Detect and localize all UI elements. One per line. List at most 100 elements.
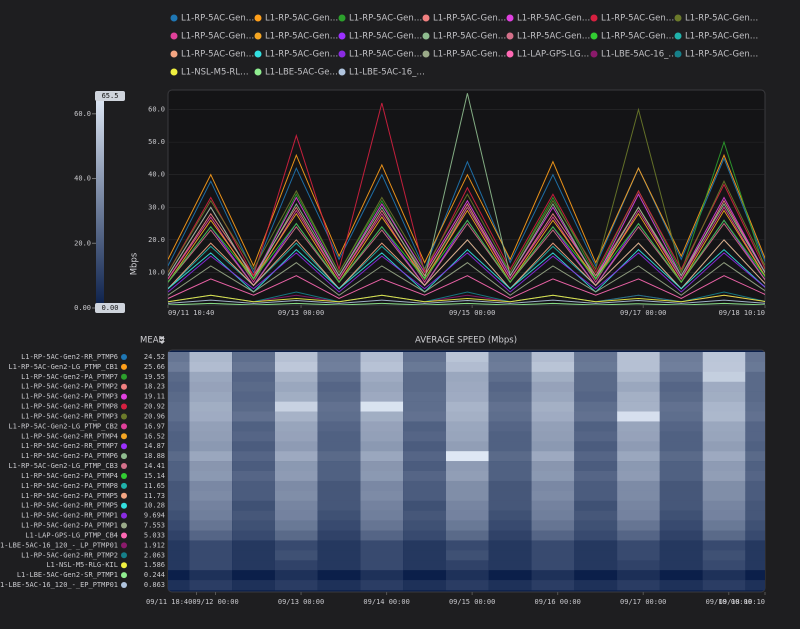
heatmap-cell (232, 520, 275, 531)
heatmap-cell (360, 500, 404, 511)
heatmap-cell (274, 431, 318, 442)
heatmap-cell (617, 570, 660, 581)
heatmap-cell (659, 550, 703, 561)
heatmap-cell (360, 520, 404, 531)
heatmap-cell (189, 510, 233, 521)
heatmap-cell (168, 490, 190, 502)
heatmap-cell (617, 361, 660, 373)
heatmap-cell (617, 510, 660, 521)
heatmap-cell (574, 540, 618, 551)
legend-swatch (674, 14, 682, 22)
heatmap-cell (488, 530, 532, 541)
colorbar-min-label: 0.00 (102, 304, 119, 312)
heatmap-cell (317, 570, 361, 581)
heatmap-cell (446, 510, 489, 521)
heatmap-cell (403, 530, 447, 541)
heatmap-cell (360, 451, 404, 462)
heatmap-cell (531, 570, 575, 581)
heatmap-cell (617, 451, 660, 462)
heatmap-cell (446, 401, 489, 412)
heatmap-cell (403, 570, 447, 581)
row-mean: 18.88 (144, 452, 165, 460)
heatmap-cell (360, 510, 404, 521)
heatmap-cell (488, 441, 532, 452)
row-mean: 5.033 (144, 531, 165, 539)
heatmap-cell (274, 570, 318, 581)
row-mean: 10.28 (144, 502, 165, 510)
heatmap-cell (745, 441, 765, 452)
heatmap-cell (702, 540, 746, 551)
heatmap-cell (317, 381, 361, 392)
heatmap-cell (232, 451, 275, 462)
heatmap-cell (168, 352, 190, 363)
heatmap-cell (360, 352, 404, 363)
legend-swatch (254, 32, 262, 40)
sort-icon[interactable] (159, 336, 165, 344)
heatmap-cell (745, 421, 765, 432)
heatmap-cell (168, 381, 190, 392)
heatmap-cell (659, 540, 703, 551)
heatmap-cell (617, 490, 660, 502)
heatmap-cell (531, 461, 575, 472)
heatmap-cell (232, 431, 275, 442)
y-tick-label: 50.0 (148, 138, 165, 146)
heatmap-cell (360, 401, 404, 412)
row-swatch (121, 383, 127, 390)
heatmap-cell (403, 461, 447, 472)
legend-swatch (338, 68, 346, 76)
legend-swatch (254, 68, 262, 76)
heatmap-cell (531, 371, 575, 383)
heatmap-cells (168, 352, 765, 591)
heatmap-cell (232, 391, 275, 402)
heatmap-cell (745, 500, 765, 511)
row-swatch (121, 522, 127, 529)
row-mean: 25.66 (144, 363, 165, 371)
heatmap-cell (274, 490, 318, 502)
heatmap-cell (617, 411, 660, 422)
heatmap-cell (488, 371, 532, 383)
row-mean: 9.694 (144, 512, 165, 520)
row-label: L1-RP-5AC-Gen2-RR_PTMP2 (21, 551, 118, 559)
row-swatch (121, 492, 127, 499)
legend-label: L1-RP-5AC-Gen… (181, 50, 254, 60)
heatmap-cell (617, 441, 660, 452)
heatmap-cell (274, 530, 318, 541)
heatmap-cell (488, 381, 532, 392)
legend-label: L1-RP-5AC-Gen… (601, 32, 674, 42)
heatmap-cell (232, 580, 275, 591)
series-line (168, 294, 765, 303)
row-swatch (121, 472, 127, 479)
y-tick-label: 40.0 (148, 171, 165, 179)
heatmap-cell (446, 381, 489, 392)
series-line (168, 275, 765, 300)
legend-label: L1-RP-5AC-Gen… (265, 32, 338, 42)
heatmap-cell (446, 560, 489, 571)
heatmap-cell (446, 570, 489, 581)
legend-swatch (338, 50, 346, 58)
heatmap-cell (574, 421, 618, 432)
row-mean: 11.73 (144, 492, 165, 500)
heatmap-cell (189, 461, 233, 472)
legend-swatch (170, 68, 178, 76)
heatmap-cell (531, 352, 575, 363)
heatmap-cell (274, 441, 318, 452)
heatmap-cell (702, 461, 746, 472)
legend-swatch (674, 32, 682, 40)
row-swatch (121, 463, 127, 470)
heatmap-cell (702, 530, 746, 541)
heatmap-cell (574, 490, 618, 502)
heatmap-cell (488, 480, 532, 492)
heatmap-cell (446, 461, 489, 472)
mean-header[interactable]: MEAN (140, 336, 165, 346)
colorbar-min-handle (95, 303, 125, 313)
heatmap-cell (403, 520, 447, 531)
heatmap-cell (488, 471, 532, 482)
legend-swatch (338, 14, 346, 22)
heatmap-cell (168, 560, 190, 571)
heatmap-cell (168, 391, 190, 402)
heatmap-cell (659, 411, 703, 422)
row-swatch (121, 482, 127, 489)
heatmap-x-tick-label: 09/18 00:00 (706, 598, 752, 606)
heatmap-cell (574, 391, 618, 402)
heatmap-cell (745, 371, 765, 383)
